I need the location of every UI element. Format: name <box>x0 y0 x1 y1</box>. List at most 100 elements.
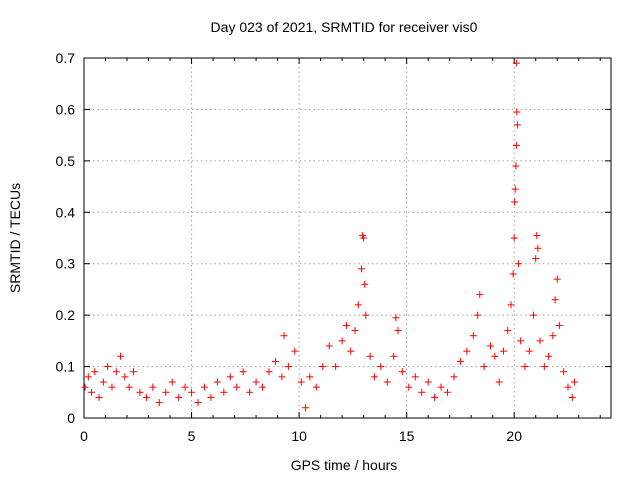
data-point <box>499 347 507 355</box>
data-point <box>207 393 215 401</box>
data-point <box>278 373 286 381</box>
data-point <box>284 363 292 371</box>
data-point <box>213 378 221 386</box>
data-point <box>536 337 544 345</box>
data-point <box>511 185 519 193</box>
data-point <box>149 383 157 391</box>
data-point <box>325 342 333 350</box>
data-point <box>431 393 439 401</box>
data-point <box>456 357 464 365</box>
data-point <box>129 368 137 376</box>
chart-title: Day 023 of 2021, SRMTID for receiver vis… <box>211 19 478 35</box>
plot-frame <box>83 57 612 419</box>
x-tick-label: 10 <box>291 428 307 444</box>
y-tick-label: 0.2 <box>56 307 76 323</box>
data-point <box>121 373 129 381</box>
data-points <box>81 59 578 412</box>
data-point <box>513 108 521 116</box>
x-tick-labels: 0 5 10 15 20 <box>80 428 522 444</box>
data-point <box>362 311 370 319</box>
data-point <box>188 388 196 396</box>
data-point <box>411 373 419 381</box>
data-point <box>84 373 92 381</box>
data-point <box>342 321 350 329</box>
data-point <box>510 234 518 242</box>
axis-ticks <box>83 57 611 419</box>
data-point <box>555 321 563 329</box>
data-point <box>108 383 116 391</box>
data-point <box>545 352 553 360</box>
data-point <box>512 162 520 170</box>
y-tick-label: 0 <box>67 410 75 426</box>
data-point <box>175 393 183 401</box>
data-point <box>476 291 484 299</box>
x-axis-label: GPS time / hours <box>291 457 398 473</box>
data-point <box>366 352 374 360</box>
data-point <box>532 255 540 263</box>
data-point <box>265 368 273 376</box>
data-point <box>525 347 533 355</box>
data-point <box>88 388 96 396</box>
data-point <box>390 352 398 360</box>
data-point <box>370 373 378 381</box>
y-tick-label: 0.4 <box>56 204 76 220</box>
data-point <box>509 270 517 278</box>
data-point <box>162 388 170 396</box>
data-point <box>136 388 144 396</box>
data-point <box>319 363 327 371</box>
data-point <box>487 342 495 350</box>
data-point <box>570 378 578 386</box>
data-point <box>512 59 520 67</box>
data-point <box>226 373 234 381</box>
data-point <box>534 244 542 252</box>
data-point <box>551 296 559 304</box>
data-point <box>383 378 391 386</box>
data-point <box>354 301 362 309</box>
data-point <box>504 327 512 335</box>
y-tick-label: 0.3 <box>56 256 76 272</box>
data-point <box>564 383 572 391</box>
data-point <box>297 378 305 386</box>
data-point <box>99 378 107 386</box>
data-point <box>530 311 538 319</box>
x-tick-label: 20 <box>506 428 522 444</box>
x-tick-label: 15 <box>399 428 415 444</box>
data-point <box>125 383 133 391</box>
data-point <box>495 378 503 386</box>
data-point <box>533 231 541 239</box>
data-point <box>377 363 385 371</box>
data-point <box>474 311 482 319</box>
data-point <box>271 357 279 365</box>
y-tick-label: 0.1 <box>56 359 76 375</box>
data-point <box>549 332 557 340</box>
data-point <box>200 383 208 391</box>
data-point <box>332 363 340 371</box>
data-point <box>512 141 520 149</box>
data-point <box>507 301 515 309</box>
data-point <box>233 383 241 391</box>
x-tick-label: 5 <box>188 428 196 444</box>
data-point <box>357 265 365 273</box>
data-point <box>246 388 254 396</box>
grid-lines <box>84 58 611 418</box>
data-point <box>155 399 163 407</box>
data-point <box>112 368 120 376</box>
data-point <box>117 352 125 360</box>
data-point <box>351 327 359 335</box>
data-point <box>398 368 406 376</box>
data-point <box>95 393 103 401</box>
data-point <box>394 327 402 335</box>
data-point <box>104 363 112 371</box>
data-point <box>491 352 499 360</box>
data-point <box>361 280 369 288</box>
data-point <box>347 347 355 355</box>
data-point <box>338 337 346 345</box>
data-point <box>511 198 519 206</box>
data-point <box>444 388 452 396</box>
data-point <box>553 275 561 283</box>
data-point <box>360 234 368 242</box>
data-point <box>392 314 400 322</box>
data-point <box>239 368 247 376</box>
data-point <box>450 373 458 381</box>
